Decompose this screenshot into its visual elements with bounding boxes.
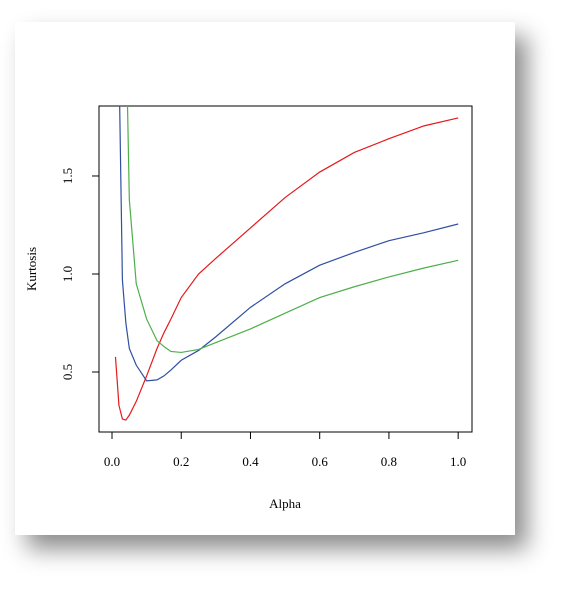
y-tick-label: 1.0: [60, 266, 75, 282]
y-tick-label: 1.5: [60, 168, 75, 184]
x-tick-label: 0.6: [312, 454, 329, 469]
series-line: [126, 106, 459, 354]
lines: [114, 106, 459, 421]
x-axis-label: Alpha: [269, 496, 301, 511]
x-tick-label: 0.8: [381, 454, 397, 469]
series-line: [114, 117, 459, 421]
plot-box: [98, 105, 473, 433]
plot-card: [15, 22, 515, 535]
x-tick-label: 0.0: [104, 454, 120, 469]
y-axis-label: Kurtosis: [24, 247, 39, 291]
series-line: [119, 106, 459, 382]
x-tick-label: 1.0: [450, 454, 466, 469]
x-tick-label: 0.2: [173, 454, 189, 469]
x-tick-label: 0.4: [242, 454, 259, 469]
y-tick-label: 0.5: [60, 364, 75, 380]
